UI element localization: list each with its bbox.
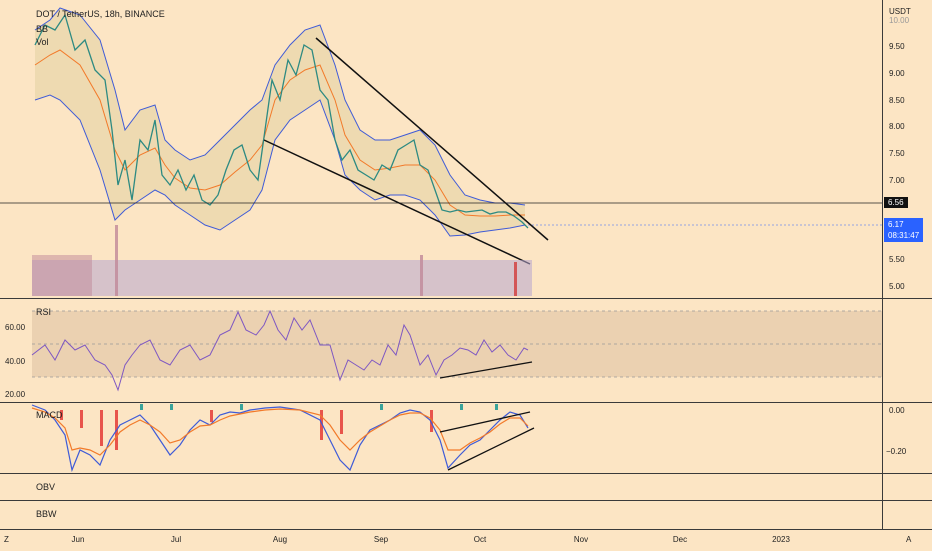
currency-label: USDT xyxy=(889,7,911,16)
symbol-legend[interactable]: DOT / TetherUS, 18h, BINANCE xyxy=(36,9,165,19)
price-scale[interactable] xyxy=(882,0,932,529)
rsi-tick: 40.00 xyxy=(5,357,26,366)
macd-histogram xyxy=(60,404,498,450)
rsi-line xyxy=(31,309,529,392)
zoom-left-button[interactable]: Z xyxy=(4,535,9,544)
rsi-trendline xyxy=(439,361,533,379)
pane-separator[interactable] xyxy=(0,298,932,299)
macd-trendline-lower xyxy=(447,427,535,471)
volume-bars xyxy=(32,225,532,296)
price-tick: 10.00 xyxy=(889,16,910,25)
price-tick: 8.00 xyxy=(889,122,905,131)
price-tick: 9.00 xyxy=(889,69,905,78)
price-tick: 5.00 xyxy=(889,282,905,291)
price-tick: 5.50 xyxy=(889,255,905,264)
bb-upper xyxy=(34,7,526,206)
pane-separator[interactable] xyxy=(0,473,932,474)
month-tick: Dec xyxy=(672,535,688,544)
rsi-legend[interactable]: RSI xyxy=(36,307,52,317)
month-tick: Jun xyxy=(71,535,85,544)
bb-band-fill xyxy=(35,8,525,236)
trendline-lower xyxy=(263,139,531,265)
price-tick: 7.00 xyxy=(889,176,905,185)
price-tick: 9.50 xyxy=(889,42,905,51)
last-price-value: 6.17 xyxy=(888,220,904,229)
macd-tick: 0.00 xyxy=(889,406,905,415)
time-scale[interactable] xyxy=(0,529,932,551)
bbw-legend[interactable]: BBW xyxy=(36,509,57,519)
last-price-badge: 6.17 08:31:47 xyxy=(884,218,924,242)
macd-signal xyxy=(31,407,529,456)
rsi-tick: 60.00 xyxy=(5,323,26,332)
bar-countdown: 08:31:47 xyxy=(888,231,920,240)
auto-scale-button[interactable]: A xyxy=(906,535,912,544)
rsi-tick: 20.00 xyxy=(5,390,26,399)
bb-basis xyxy=(34,49,525,217)
pane-separator[interactable] xyxy=(0,402,932,403)
price-line xyxy=(34,13,529,229)
macd-legend[interactable]: MACD xyxy=(36,410,63,420)
trendline-upper xyxy=(315,37,549,241)
price-tick: 8.50 xyxy=(889,96,905,105)
month-tick: Aug xyxy=(272,535,288,544)
month-tick: Oct xyxy=(473,535,487,544)
month-tick: Jul xyxy=(170,535,182,544)
pane-separator[interactable] xyxy=(0,500,932,501)
month-tick: Nov xyxy=(573,535,589,544)
vol-legend[interactable]: Vol xyxy=(36,37,49,47)
macd-line xyxy=(31,404,529,473)
month-tick: Sep xyxy=(373,535,389,544)
obv-legend[interactable]: OBV xyxy=(36,482,56,492)
month-tick: 2023 xyxy=(772,535,790,544)
level-badge: 6.56 xyxy=(884,197,908,208)
macd-tick: −0.20 xyxy=(886,447,907,456)
price-tick: 7.50 xyxy=(889,149,905,158)
bb-legend[interactable]: BB xyxy=(36,24,49,34)
macd-trendline-upper xyxy=(439,411,531,433)
